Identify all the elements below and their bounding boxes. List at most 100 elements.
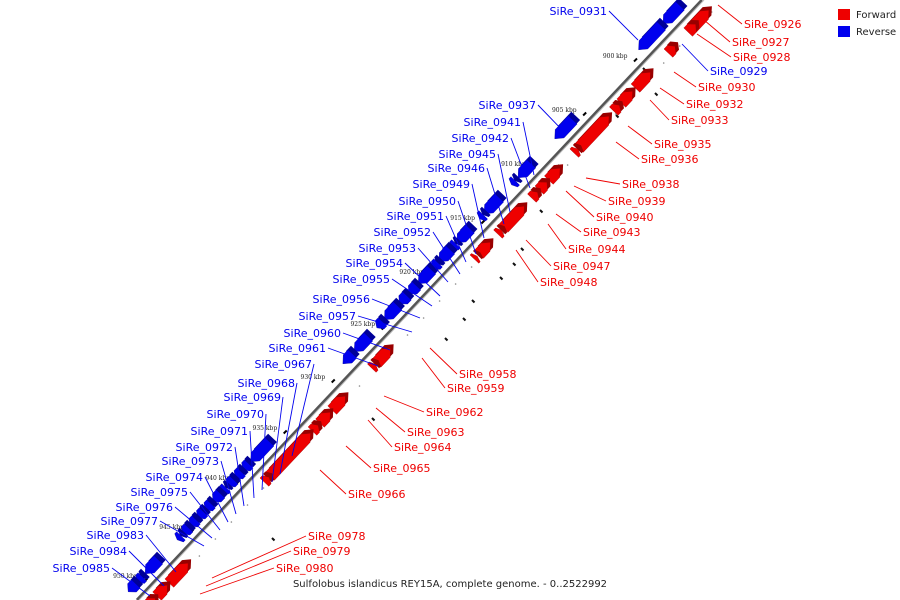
leader-line (417, 247, 449, 283)
gene-label-SiRe_0928[interactable]: SiRe_0928 (733, 51, 790, 64)
gene-label-SiRe_0957[interactable]: SiRe_0957 (299, 310, 356, 323)
gene-label-SiRe_0945[interactable]: SiRe_0945 (439, 148, 496, 161)
leader-line (627, 125, 653, 145)
gene-arrow-SiRe_0978[interactable] (164, 559, 192, 588)
gene-arrow-SiRe_0929[interactable] (662, 0, 688, 25)
gene-arrow-SiRe_0941[interactable] (517, 155, 539, 179)
position-dot (566, 164, 569, 166)
gene-label-SiRe_0952[interactable]: SiRe_0952 (374, 226, 431, 239)
gene-arrow-SiRe_0956[interactable] (384, 297, 405, 321)
tick-mark (633, 57, 638, 63)
gene-arrow-SiRe_0940[interactable] (527, 187, 543, 203)
gene-arrow-SiRe_0937[interactable] (554, 111, 581, 140)
gene-label-SiRe_0959[interactable]: SiRe_0959 (447, 382, 504, 395)
gene-label-SiRe_0973[interactable]: SiRe_0973 (162, 455, 219, 468)
gene-label-SiRe_0985[interactable]: SiRe_0985 (53, 562, 110, 575)
gene-label-SiRe_0962[interactable]: SiRe_0962 (426, 406, 483, 419)
gene-label-SiRe_0930[interactable]: SiRe_0930 (698, 81, 755, 94)
gene-label-SiRe_0942[interactable]: SiRe_0942 (452, 132, 509, 145)
gene-label-SiRe_0964[interactable]: SiRe_0964 (394, 441, 451, 454)
gene-arrow-SiRe_0955[interactable] (398, 287, 415, 305)
gene-label-SiRe_0967[interactable]: SiRe_0967 (255, 358, 312, 371)
gene-label-SiRe_0943[interactable]: SiRe_0943 (583, 226, 640, 239)
gene-label-SiRe_0955[interactable]: SiRe_0955 (333, 273, 390, 286)
gene-label-SiRe_0965[interactable]: SiRe_0965 (373, 462, 430, 475)
gene-arrow-SiRe_0960[interactable] (353, 328, 376, 353)
gene-arrow-SiRe_0972[interactable] (212, 485, 228, 503)
gene-arrow-SiRe_0928[interactable] (663, 41, 679, 58)
gene-label-SiRe_0969[interactable]: SiRe_0969 (224, 391, 281, 404)
gene-label-SiRe_0937[interactable]: SiRe_0937 (479, 99, 536, 112)
gene-arrow-SiRe_0944[interactable] (493, 224, 508, 239)
gene-label-SiRe_0940[interactable]: SiRe_0940 (596, 211, 653, 224)
gene-label-SiRe_0974[interactable]: SiRe_0974 (146, 471, 203, 484)
tick-label: 930 kbp (301, 374, 326, 381)
gene-label-SiRe_0938[interactable]: SiRe_0938 (622, 178, 679, 191)
gene-arrow-SiRe_0927[interactable] (683, 20, 700, 37)
gene-label-SiRe_0932[interactable]: SiRe_0932 (686, 98, 743, 111)
gene-label-SiRe_0979[interactable]: SiRe_0979 (293, 545, 350, 558)
gene-label-SiRe_0927[interactable]: SiRe_0927 (732, 36, 789, 49)
gene-arrow-body (609, 103, 622, 116)
gene-arrow-SiRe_0963[interactable] (315, 408, 334, 428)
gene-arrow-SiRe_0942[interactable] (508, 172, 523, 188)
gene-arrow-SiRe_0983[interactable] (144, 551, 166, 575)
gene-label-SiRe_0948[interactable]: SiRe_0948 (540, 276, 597, 289)
gene-label-SiRe_0939[interactable]: SiRe_0939 (608, 195, 665, 208)
gene-arrow-SiRe_0980[interactable] (143, 594, 159, 600)
gene-label-SiRe_0963[interactable]: SiRe_0963 (407, 426, 464, 439)
tick-label: 925 kbp (350, 321, 375, 328)
gene-arrow-SiRe_0979[interactable] (152, 581, 171, 600)
gene-arrow-body (534, 181, 548, 195)
gene-arrow-SiRe_0949[interactable] (456, 220, 478, 244)
gene-arrow-SiRe_0964[interactable] (307, 420, 323, 436)
gene-label-SiRe_0956[interactable]: SiRe_0956 (313, 293, 370, 306)
gene-label-SiRe_0978[interactable]: SiRe_0978 (308, 530, 365, 543)
gene-label-SiRe_0929[interactable]: SiRe_0929 (710, 65, 767, 78)
gene-label-SiRe_0968[interactable]: SiRe_0968 (238, 377, 295, 390)
gene-arrow-shadow (572, 143, 584, 154)
gene-label-SiRe_0935[interactable]: SiRe_0935 (654, 138, 711, 151)
gene-label-SiRe_0953[interactable]: SiRe_0953 (359, 242, 416, 255)
gene-arrow-SiRe_0967[interactable] (250, 433, 277, 463)
gene-label-SiRe_0960[interactable]: SiRe_0960 (284, 327, 341, 340)
gene-label-SiRe_0958[interactable]: SiRe_0958 (459, 368, 516, 381)
gene-label-SiRe_0933[interactable]: SiRe_0933 (671, 114, 728, 127)
gene-arrow-SiRe_0985[interactable] (127, 575, 144, 593)
gene-label-SiRe_0970[interactable]: SiRe_0970 (207, 408, 264, 421)
gene-label-SiRe_0941[interactable]: SiRe_0941 (464, 116, 521, 129)
gene-label-SiRe_0971[interactable]: SiRe_0971 (191, 425, 248, 438)
gene-label-SiRe_0950[interactable]: SiRe_0950 (399, 195, 456, 208)
gene-label-SiRe_0947[interactable]: SiRe_0947 (553, 260, 610, 273)
gene-label-SiRe_0931[interactable]: SiRe_0931 (550, 5, 607, 18)
gene-arrow-body (384, 301, 403, 321)
gene-label-SiRe_0961[interactable]: SiRe_0961 (269, 342, 326, 355)
gene-label-SiRe_0976[interactable]: SiRe_0976 (116, 501, 173, 514)
gene-label-SiRe_0944[interactable]: SiRe_0944 (568, 243, 625, 256)
gene-arrow-SiRe_0957[interactable] (375, 313, 390, 330)
gene-label-SiRe_0926[interactable]: SiRe_0926 (744, 18, 801, 31)
gene-arrow-SiRe_0936[interactable] (569, 143, 584, 158)
gene-arrow-SiRe_0933[interactable] (609, 100, 624, 116)
gene-arrow-SiRe_0931[interactable] (638, 17, 669, 51)
gene-arrow-SiRe_0954[interactable] (408, 277, 424, 295)
gene-arrow-SiRe_0938[interactable] (544, 164, 564, 185)
gene-label-SiRe_0975[interactable]: SiRe_0975 (131, 486, 188, 499)
gene-label-SiRe_0980[interactable]: SiRe_0980 (276, 562, 333, 575)
leader-line (573, 185, 607, 202)
gene-arrow-SiRe_0939[interactable] (534, 178, 551, 195)
gene-label-SiRe_0946[interactable]: SiRe_0946 (428, 162, 485, 175)
gene-arrow-SiRe_0932[interactable] (616, 87, 636, 108)
gene-label-SiRe_0954[interactable]: SiRe_0954 (346, 257, 403, 270)
gene-label-SiRe_0983[interactable]: SiRe_0983 (87, 529, 144, 542)
gene-label-SiRe_0984[interactable]: SiRe_0984 (70, 545, 127, 558)
gene-label-SiRe_0966[interactable]: SiRe_0966 (348, 488, 405, 501)
gene-label-SiRe_0936[interactable]: SiRe_0936 (641, 153, 698, 166)
gene-arrow-SiRe_0930[interactable] (630, 68, 654, 93)
gene-arrow-SiRe_0947[interactable] (474, 238, 494, 259)
gene-label-SiRe_0977[interactable]: SiRe_0977 (101, 515, 158, 528)
tick-mark (331, 378, 336, 384)
gene-label-SiRe_0949[interactable]: SiRe_0949 (413, 178, 470, 191)
gene-label-SiRe_0951[interactable]: SiRe_0951 (387, 210, 444, 223)
gene-label-SiRe_0972[interactable]: SiRe_0972 (176, 441, 233, 454)
